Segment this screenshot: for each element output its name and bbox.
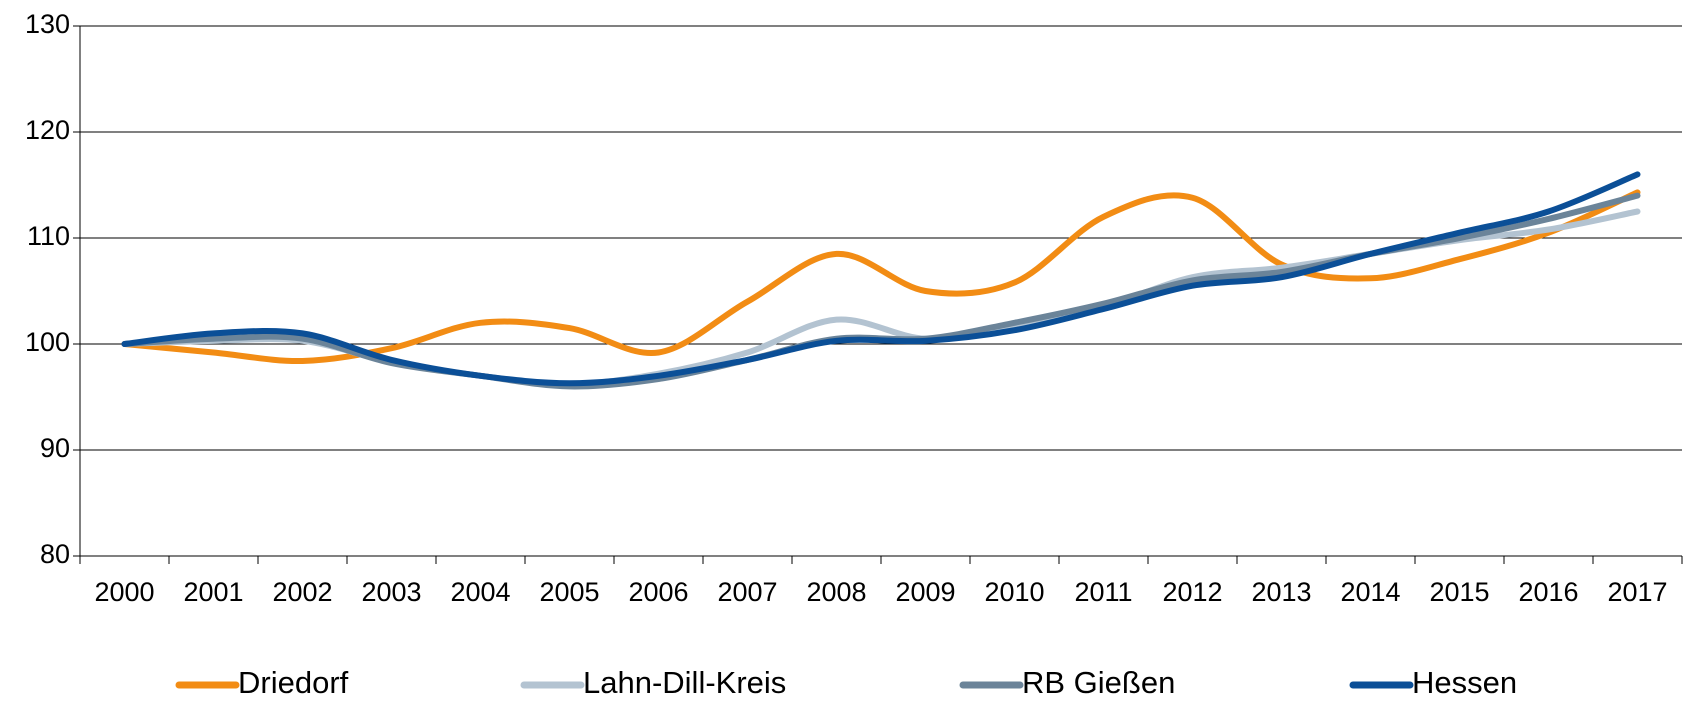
x-tick-label: 2005 [539,577,599,607]
x-tick-label: 2000 [94,577,154,607]
x-tick-label: 2006 [628,577,688,607]
x-tick-label: 2013 [1251,577,1311,607]
x-tick-label: 2015 [1429,577,1489,607]
legend-label: RB Gießen [1022,665,1175,700]
x-tick-label: 2017 [1607,577,1667,607]
series-line [121,189,1641,364]
x-tick-label: 2004 [450,577,510,607]
y-tick-label: 100 [25,327,70,357]
y-tick-label: 80 [40,539,70,569]
x-tick-label: 2010 [984,577,1044,607]
x-tick-label: 2014 [1340,577,1400,607]
x-tick-label: 2008 [806,577,866,607]
x-tick-label: 2011 [1074,577,1132,607]
x-tick-label: 2001 [183,577,243,607]
x-tick-label: 2002 [272,577,332,607]
legend-label: Lahn-Dill-Kreis [583,665,786,700]
x-tick-label: 2016 [1518,577,1578,607]
x-tick-label: 2003 [361,577,421,607]
legend-label: Driedorf [238,665,349,700]
x-tick-label: 2009 [895,577,955,607]
series-line [121,171,1641,387]
x-tick-label: 2012 [1162,577,1222,607]
legend-label: Hessen [1412,665,1517,700]
y-tick-label: 90 [40,433,70,463]
x-tick-label: 2007 [717,577,777,607]
y-tick-label: 130 [25,9,70,39]
y-tick-label: 120 [25,115,70,145]
y-tick-label: 110 [27,221,70,251]
